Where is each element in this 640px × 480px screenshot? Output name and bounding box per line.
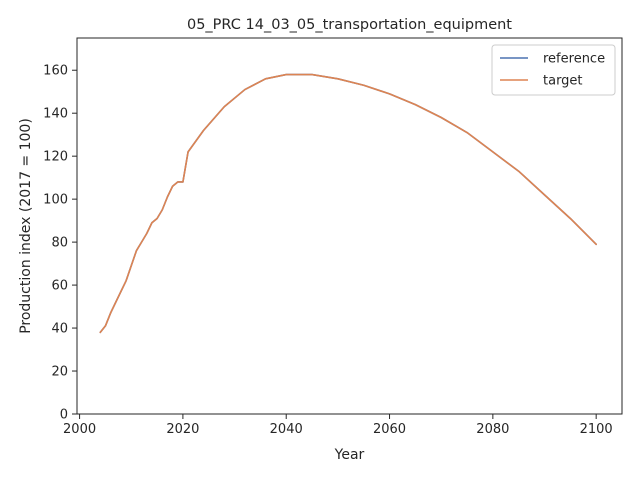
y-tick-label: 60 [51,279,68,294]
y-tick-label: 20 [51,365,68,380]
legend: reference target [491,44,616,96]
legend-label-target: target [543,74,583,89]
y-tick-label: 160 [43,64,68,79]
y-tick-label: 80 [51,236,68,251]
plot-frame [76,37,623,415]
y-axis-ticks: 0 20 40 60 80 100 120 140 160 [43,64,77,423]
series-layer [99,73,597,334]
x-tick-label: 2060 [373,422,406,437]
series-line-reference [99,73,597,334]
x-tick-label: 2000 [63,422,96,437]
y-tick-label: 120 [43,150,68,165]
y-tick-label: 40 [51,322,68,337]
y-tick-label: 140 [43,107,68,122]
chart-title: 05_PRC 14_03_05_transportation_equipment [187,17,512,33]
series-line-target [99,73,597,334]
y-tick-label: 0 [60,408,68,423]
x-tick-label: 2020 [166,422,199,437]
x-tick-label: 2080 [476,422,509,437]
x-tick-label: 2040 [270,422,303,437]
y-axis-label: Production index (2017 = 100) [18,118,34,334]
x-tick-label: 2100 [580,422,613,437]
x-axis-label: Year [334,447,365,463]
x-axis-ticks: 2000 2020 2040 2060 2080 2100 [63,414,613,437]
y-tick-label: 100 [43,193,68,208]
legend-label-reference: reference [543,52,605,67]
